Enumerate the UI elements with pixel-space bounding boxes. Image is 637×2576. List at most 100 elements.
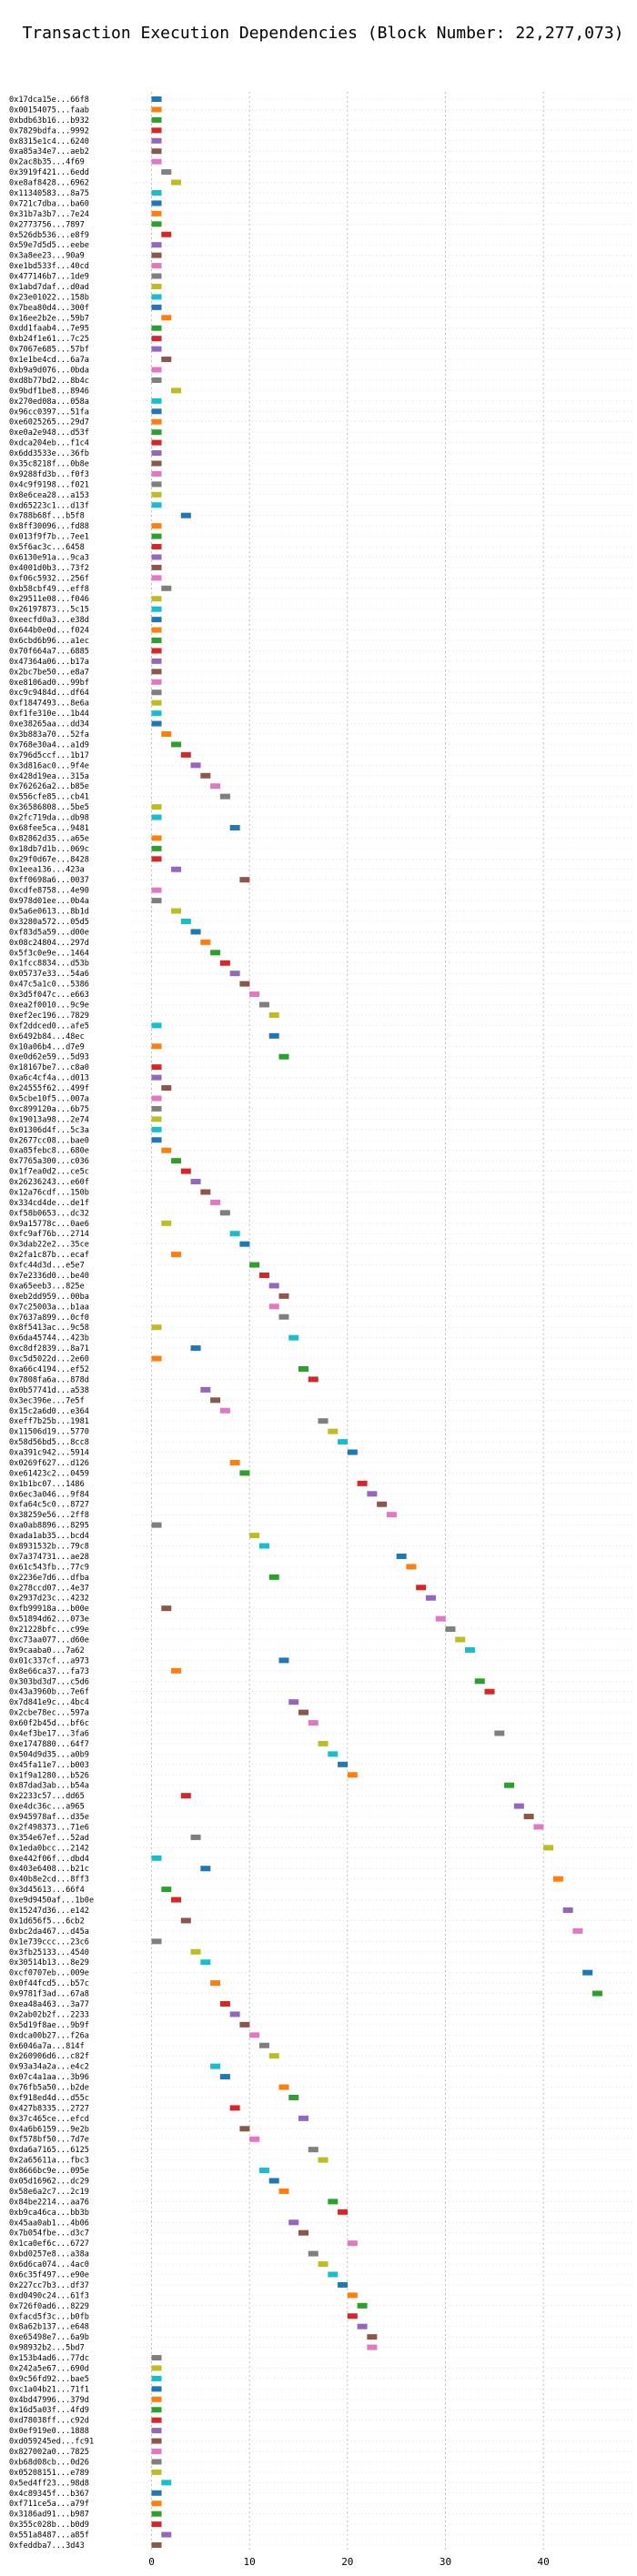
- task-bar: [151, 200, 162, 206]
- task-bar: [151, 460, 162, 467]
- task-bar: [151, 835, 162, 841]
- task-bar: [308, 2250, 318, 2257]
- task-bar: [151, 336, 162, 342]
- task-bar: [249, 991, 260, 998]
- tx-label: 0x7808fa6a...878d: [9, 1375, 89, 1384]
- tx-label: 0x1b1bc07...1486: [9, 1480, 85, 1489]
- task-bar: [200, 1866, 211, 1872]
- task-bar: [347, 2240, 358, 2247]
- task-bar: [278, 2084, 289, 2090]
- tx-label: 0xf711ce5a...a79f: [9, 2500, 89, 2509]
- task-bar: [151, 804, 162, 810]
- tx-label: 0x01c337cf...a973: [9, 1656, 89, 1665]
- task-bar: [151, 2428, 162, 2434]
- task-bar: [161, 730, 172, 737]
- task-bar: [190, 1834, 201, 1840]
- task-bar: [210, 783, 221, 790]
- tx-label: 0x3dab22e2...35ce: [9, 1241, 89, 1250]
- task-bar: [190, 1948, 201, 1955]
- task-bar: [377, 1501, 388, 1507]
- task-bar: [229, 2105, 240, 2111]
- tx-label: 0x726f0ad6...8229: [9, 2302, 89, 2311]
- task-bar: [151, 377, 162, 383]
- task-bar: [338, 1761, 349, 1767]
- task-bar: [151, 116, 162, 123]
- task-bar: [318, 1418, 329, 1424]
- tx-label: 0x4c9f9198...f021: [9, 480, 89, 489]
- task-bar: [151, 189, 162, 196]
- tx-label: 0x05d16962...dc29: [9, 2178, 89, 2187]
- tx-label: 0xb9ca46ca...bb3b: [9, 2209, 89, 2218]
- task-bar: [151, 2365, 162, 2371]
- tx-label: 0x788b68f...b5f8: [9, 512, 85, 521]
- task-bar: [318, 2157, 329, 2163]
- tx-label: 0x1eea136...423a: [9, 866, 85, 875]
- tx-label: 0x6dd3533e...36fb: [9, 449, 89, 458]
- task-bar: [151, 596, 162, 602]
- tx-label: 0x3a8ee23...90a9: [9, 252, 85, 261]
- task-bar: [357, 2302, 368, 2309]
- tx-label: 0xc899120a...6b75: [9, 1105, 89, 1114]
- task-bar: [210, 950, 221, 956]
- task-bar: [318, 2261, 329, 2268]
- tx-label: 0x05737e33...54a6: [9, 970, 89, 979]
- tx-label: 0x6d6ca074...4ac0: [9, 2260, 89, 2269]
- tx-label: 0x2ab02b2f...2233: [9, 2010, 89, 2019]
- tx-label: 0x9a15778c...0ae6: [9, 1220, 89, 1229]
- tx-label: 0xf918ed4d...d55c: [9, 2094, 89, 2103]
- task-bar: [171, 179, 182, 186]
- tx-label: 0x2f498373...71e6: [9, 1823, 89, 1832]
- tx-label: 0x11340583...8a75: [9, 189, 89, 198]
- task-bar: [171, 387, 182, 394]
- task-bar: [151, 856, 162, 862]
- task-bar: [298, 2229, 308, 2236]
- tx-label: 0xd65223c1...d13f: [9, 501, 89, 510]
- task-bar: [151, 148, 162, 155]
- task-bar: [562, 1907, 573, 1914]
- tx-label: 0x8931532b...79c8: [9, 1543, 89, 1552]
- tx-label: 0x5f6ac3c...6458: [9, 543, 85, 552]
- tx-label: 0x11506d19...5770: [9, 1428, 89, 1437]
- task-bar: [513, 1803, 524, 1809]
- task-bar: [151, 814, 162, 820]
- tx-label: 0x7b054fbe...d3c7: [9, 2229, 89, 2239]
- task-bar: [416, 1585, 427, 1591]
- task-bar: [347, 2313, 358, 2319]
- tx-label: 0x1f9a1280...b526: [9, 1771, 89, 1780]
- tx-label: 0x1d656f5...6cb2: [9, 1917, 85, 1926]
- tx-label: 0x16d5a03f...4fd9: [9, 2406, 89, 2415]
- task-bar: [151, 689, 162, 696]
- tx-label: 0xd0490c24...61f3: [9, 2291, 89, 2300]
- tx-label: 0x3b883a70...52fa: [9, 730, 89, 740]
- tx-label: 0x227cc7b3...df37: [9, 2281, 89, 2290]
- y-axis-labels: 0x17dca15e...66f80x00154075...faab0xbdb6…: [9, 96, 94, 2551]
- tx-label: 0x355c028b...b0d9: [9, 2521, 89, 2530]
- task-bar: [200, 1189, 211, 1195]
- task-bar: [151, 263, 162, 269]
- tx-label: 0x7637a899...0cf0: [9, 1313, 89, 1323]
- tx-label: 0x270ed08a...058a: [9, 397, 89, 407]
- tx-label: 0x644b0e0d...f024: [9, 627, 89, 636]
- task-bar: [347, 1449, 358, 1455]
- tx-label: 0x5f3c0e9e...1464: [9, 949, 89, 958]
- task-bar: [582, 1969, 593, 1976]
- task-bar: [161, 231, 172, 237]
- tx-label: 0x58d56bd5...8cc8: [9, 1438, 89, 1447]
- tx-label: 0x18167be7...c8a0: [9, 1063, 89, 1072]
- task-bar: [494, 1730, 505, 1736]
- task-bar: [151, 2459, 162, 2465]
- task-bar: [151, 481, 162, 488]
- task-bar: [151, 429, 162, 436]
- tx-label: 0xb68d08cb...0d26: [9, 2458, 89, 2467]
- task-bar: [288, 2094, 299, 2100]
- tx-label: 0x29511e08...f046: [9, 595, 89, 604]
- task-bar: [288, 1334, 299, 1341]
- task-bar: [219, 960, 230, 966]
- task-bar: [151, 544, 162, 550]
- task-bar: [278, 2188, 289, 2194]
- tx-label: 0x5cbe10f5...007a: [9, 1094, 89, 1103]
- task-bar: [484, 1688, 495, 1695]
- tx-label: 0x35c8218f...0b8e: [9, 459, 89, 468]
- task-bar: [268, 1011, 279, 1018]
- tx-label: 0xef2ec196...7829: [9, 1011, 89, 1021]
